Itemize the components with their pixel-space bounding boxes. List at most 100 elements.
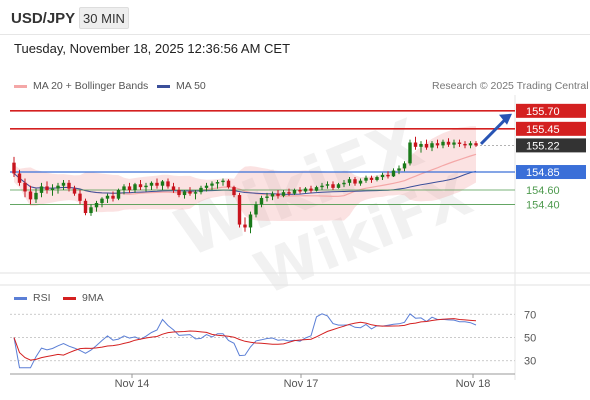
candle-body [325, 184, 330, 186]
candle-body [94, 202, 99, 208]
pivot-level-label-bg [516, 165, 586, 180]
timeframe-button[interactable]: 30 MIN [79, 7, 129, 29]
candle-body [56, 185, 60, 189]
candle-body [34, 192, 38, 200]
resistance-level-label: 155.70 [526, 106, 560, 118]
ma20-swatch [14, 85, 27, 88]
resistance-level-label-bg [516, 121, 586, 136]
candle-body [424, 143, 429, 148]
candle-body [122, 186, 126, 191]
current-price-label: 155.22 [526, 140, 560, 152]
pivot-level-label: 154.85 [526, 167, 560, 179]
candle-body [78, 193, 82, 201]
candle-body [270, 193, 275, 197]
candle-body [17, 173, 22, 183]
candle-body [116, 190, 121, 199]
candle-body [149, 182, 154, 186]
candle-body [237, 195, 242, 225]
candle-body [347, 179, 352, 183]
rsi-line [13, 313, 477, 369]
candle-body [204, 185, 209, 188]
candle-body [413, 142, 418, 147]
candle-body [133, 184, 137, 191]
candle-body [463, 143, 467, 146]
candle-body [320, 185, 324, 188]
candle-body [166, 181, 170, 187]
candle-body [303, 188, 308, 192]
header-divider [0, 34, 590, 35]
ma50-swatch [157, 85, 170, 88]
candle-body [276, 193, 280, 196]
candle-body [441, 141, 445, 146]
candle-body [358, 180, 363, 184]
candle-body [89, 207, 93, 214]
candle-body [72, 188, 77, 194]
rsi-legend-label: RSI [33, 292, 51, 304]
candle-body [309, 188, 313, 191]
rsi-swatch [14, 297, 27, 300]
candle-body [61, 182, 66, 186]
candle-body [336, 184, 341, 188]
candle-body [221, 180, 225, 183]
candle-body [199, 187, 203, 193]
candle-body [375, 177, 379, 180]
candle-body [364, 177, 368, 181]
ma50-line [13, 170, 477, 195]
candle-body [111, 195, 115, 199]
ma9-line [13, 318, 477, 361]
ma9-swatch [63, 297, 76, 300]
candle-body [100, 198, 104, 203]
candle-body [248, 214, 253, 228]
candle-body [105, 195, 110, 199]
candle-body [155, 182, 159, 186]
time-tick-label: Nov 17 [284, 378, 319, 390]
rsi-tick-label: 50 [524, 333, 536, 345]
candle-body [177, 190, 181, 196]
candle-body [430, 143, 434, 148]
candle-body [380, 174, 385, 178]
candle-body [419, 143, 423, 147]
candle-body [12, 162, 16, 174]
candle-body [287, 192, 291, 194]
candle-body [83, 200, 88, 214]
datetime-text: Tuesday, November 18, 2025 12:36:56 AM C… [14, 41, 291, 56]
support-level-label: 154.60 [526, 185, 560, 197]
candle-body [160, 181, 165, 186]
candle-body [215, 182, 220, 184]
candle-body [259, 197, 264, 205]
candle-body [408, 142, 412, 164]
candle-body [446, 141, 451, 145]
candle-body [292, 190, 297, 194]
forecast-arrow-head [499, 113, 512, 125]
candle-body [193, 192, 198, 194]
symbol-title: USD/JPY [11, 10, 76, 27]
candle-body [45, 186, 49, 191]
support-level-label: 154.40 [526, 199, 560, 211]
chart-header: USD/JPY 30 MIN [0, 0, 590, 34]
candle-body [391, 170, 396, 177]
candle-body [452, 142, 456, 145]
candle-body [397, 168, 401, 171]
resistance-level-label: 155.45 [526, 124, 560, 136]
current-price-label-bg [516, 138, 586, 153]
candle-body [243, 224, 247, 228]
credit-text: Research © 2025 Trading Central [432, 80, 589, 92]
candle-body [369, 177, 374, 180]
ma9-legend-label: 9MA [82, 292, 104, 304]
candle-body [182, 191, 187, 196]
resistance-level-label-bg [516, 103, 586, 118]
time-tick-label: Nov 18 [456, 378, 491, 390]
candle-body [331, 184, 335, 188]
candle-body [28, 191, 33, 200]
candle-body [474, 143, 478, 146]
candle-body [23, 182, 27, 192]
candle-body [342, 182, 346, 185]
candle-body [171, 186, 176, 191]
candle-body [353, 179, 357, 184]
candle-body [265, 196, 269, 198]
rsi-tick-label: 70 [524, 309, 536, 321]
forecast-arrow-shaft [479, 117, 508, 146]
candle-body [281, 192, 286, 196]
candle-body [232, 187, 236, 196]
